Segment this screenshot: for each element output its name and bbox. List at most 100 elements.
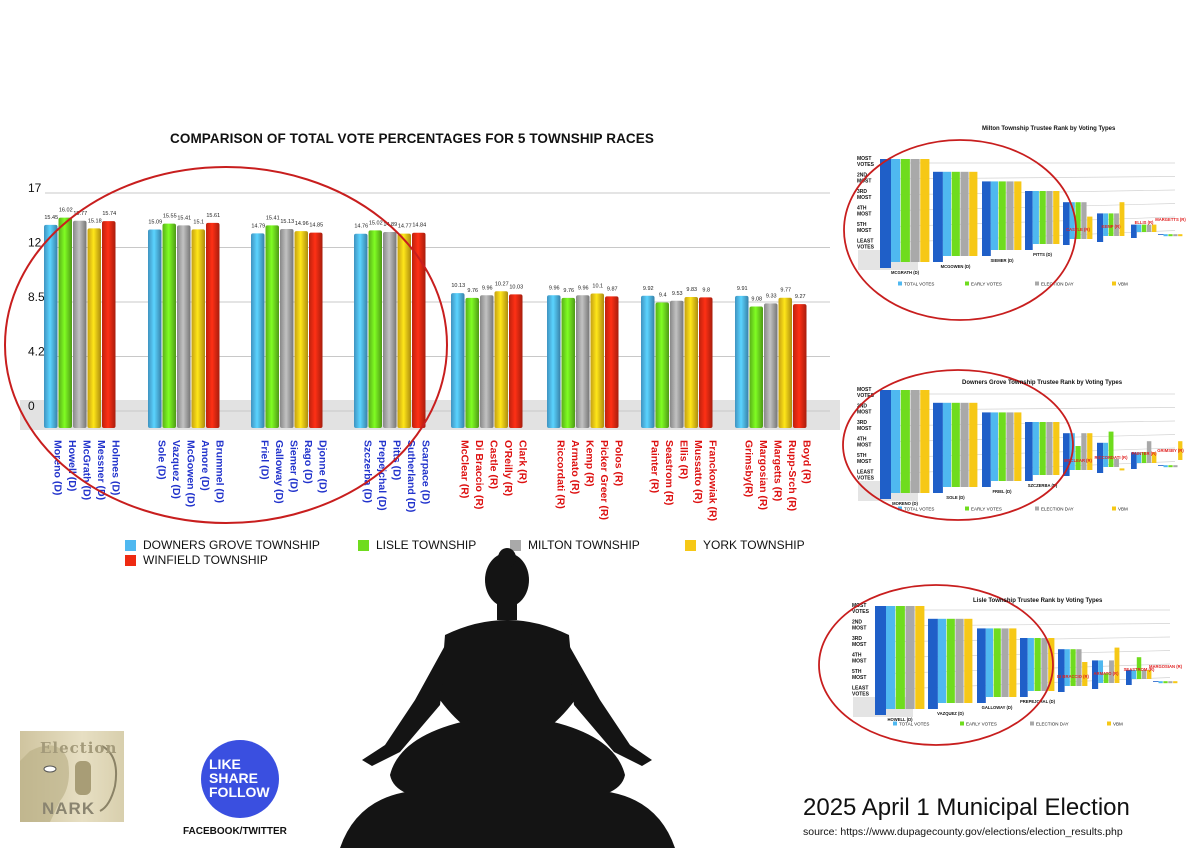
side-legend-label: ELECTION DAY: [1036, 722, 1069, 727]
bar: [655, 302, 669, 428]
side-bar: [1075, 446, 1081, 470]
candidate-label: Scarpace (D): [419, 440, 431, 504]
side-bar: [1114, 458, 1119, 467]
legend-winfield: WINFIELD TOWNSHIP: [125, 553, 268, 567]
bar: [354, 233, 368, 428]
candidate-label: Boyd (R): [800, 440, 812, 484]
candidate-label: Seastrom (R): [663, 440, 675, 505]
side-candidate-label: GALLOWAY (D): [982, 705, 1013, 710]
side-bar: [1151, 224, 1157, 232]
side-bar-depth: [880, 159, 891, 268]
data-label: 14.96: [295, 221, 309, 227]
bar: [412, 232, 426, 428]
side-bar: [1173, 234, 1178, 237]
side-bar: [1119, 202, 1125, 236]
side-bar: [1032, 191, 1039, 244]
side-bar: [886, 606, 896, 709]
bar: [641, 295, 655, 428]
side-bar: [998, 181, 1006, 250]
side-bar: [1053, 422, 1060, 475]
side-candidate-label: PITTS (D): [1033, 252, 1052, 257]
candidate-label: Szczerba (D): [361, 440, 373, 503]
side-bar-depth: [1063, 433, 1070, 476]
side-bar: [1168, 465, 1173, 468]
side-y-label: 3RD: [852, 636, 862, 642]
milton-chart-title: Milton Township Trustee Rank by Voting T…: [982, 126, 1116, 132]
chart-title: COMPARISON OF TOTAL VOTE PERCENTAGES FOR…: [170, 131, 654, 146]
side-candidate-label: SIEMER (D): [990, 258, 1014, 263]
data-label: 15.13: [280, 219, 294, 225]
side-legend-label: ELECTION DAY: [1041, 282, 1074, 287]
election-nark-logo: Election NARK: [20, 731, 124, 822]
data-label: 9.76: [467, 288, 478, 294]
side-bar: [1076, 649, 1082, 686]
bar: [280, 228, 294, 428]
bar: [191, 229, 205, 428]
side-highlight-ellipse: [818, 584, 1054, 746]
candidate-label: McClear (R): [458, 440, 470, 498]
lisle-chart-title: Lisle Township Trustee Rank by Voting Ty…: [973, 598, 1103, 604]
candidate-label: Mussatto (R): [692, 440, 704, 504]
follow-text: FOLLOW: [209, 784, 270, 800]
candidate-label: O'Reilly (R): [502, 440, 514, 496]
side-y-label: VOTES: [852, 609, 870, 615]
data-label: 9.33: [766, 293, 777, 299]
candidate-label: Sutherland (D): [405, 440, 417, 512]
side-bar: [951, 171, 960, 256]
side-bar: [1048, 638, 1055, 691]
side-y-label: LEAST: [852, 686, 868, 692]
bar: [87, 228, 101, 428]
side-bar: [910, 159, 920, 262]
side-candidate-label: MCCLEAR (R): [1064, 458, 1093, 463]
side-bar-depth: [880, 390, 891, 499]
side-legend-label: EARLY VOTES: [971, 507, 1002, 512]
side-bar: [891, 390, 901, 493]
side-bar: [1108, 431, 1114, 467]
legend-swatch: [510, 539, 521, 551]
bar: [764, 303, 778, 428]
side-y-label: MOST: [852, 642, 866, 648]
downers-chart-title: Downers Grove Township Trustee Rank by V…: [962, 380, 1123, 386]
side-y-label: MOST: [852, 603, 866, 609]
legend-downers-grove: DOWNERS GROVE TOWNSHIP: [125, 538, 320, 552]
bar: [670, 300, 684, 428]
side-legend-label: VBM: [1118, 507, 1128, 512]
bar: [590, 293, 604, 428]
side-bar: [1109, 660, 1114, 683]
side-bar: [1178, 441, 1183, 460]
side-chart-0: MOSTVOTES2NDMOST3RDMOST4THMOST5THMOSTLEA…: [857, 156, 1186, 275]
side-legend-label: EARLY VOTES: [966, 722, 997, 727]
side-bar: [993, 628, 1001, 697]
side-bar: [955, 618, 964, 703]
legend-milton: MILTON TOWNSHIP: [510, 538, 640, 552]
side-legend-label: VBM: [1113, 722, 1123, 727]
side-y-label: 5TH: [852, 669, 862, 675]
bar: [561, 297, 575, 428]
legend-york: YORK TOWNSHIP: [685, 538, 805, 552]
side-bar: [1163, 234, 1168, 237]
data-label: 10.13: [451, 283, 465, 289]
bar: [793, 304, 807, 428]
side-bar: [900, 390, 910, 493]
data-label: 15.02: [369, 220, 383, 226]
bar: [547, 295, 561, 428]
side-bar: [1136, 224, 1142, 232]
side-bar-depth: [1020, 638, 1028, 697]
side-highlight-ellipse: [842, 369, 1074, 521]
legend-label: DOWNERS GROVE TOWNSHIP: [143, 538, 320, 552]
side-y-label: VOTES: [857, 245, 875, 251]
side-bar: [1014, 181, 1022, 250]
bar: [397, 233, 411, 428]
source-link[interactable]: source: https://www.dupagecounty.gov/ele…: [803, 826, 1123, 838]
candidate-label: Ellis (R): [677, 440, 689, 479]
side-bar: [1103, 442, 1109, 467]
side-bar: [1014, 412, 1022, 481]
side-bar: [1075, 202, 1081, 239]
side-bar: [964, 618, 973, 703]
side-bar: [1158, 681, 1163, 684]
share-text: SHARE: [209, 770, 259, 786]
side-bar: [1131, 670, 1137, 679]
side-y-label: MOST: [857, 410, 871, 416]
side-candidate-label: MCGRATH (D): [891, 270, 920, 275]
like-share-follow-badge[interactable]: LIKE SHARE FOLLOW: [201, 740, 279, 818]
